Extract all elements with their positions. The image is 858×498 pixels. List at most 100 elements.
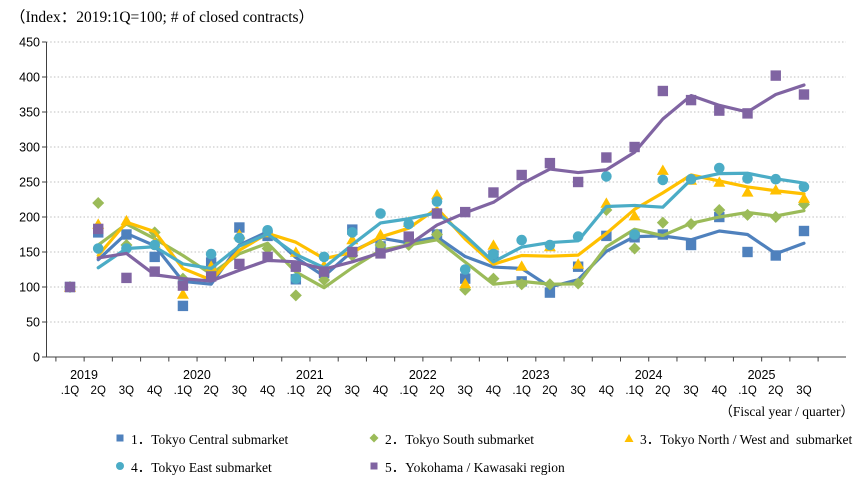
data-point-series-5 [93,223,104,235]
data-point-series-3 [656,164,669,175]
data-point-series-2 [487,272,500,285]
data-point-series-5 [657,85,669,97]
data-point-series-5 [403,231,414,242]
data-point-series-4 [488,248,499,260]
data-point-series-2 [543,278,556,291]
data-point-series-3 [176,288,189,299]
x-quarter-label: .1Q [625,385,644,397]
trend-line-series-4 [96,171,806,271]
data-point-series-3 [713,176,726,187]
y-tick-label: 150 [19,246,40,260]
data-point-series-5 [262,251,273,263]
data-point-series-1 [685,239,697,251]
data-point-series-1 [798,225,810,237]
y-tick-label: 400 [19,71,40,85]
data-point-series-5 [347,246,358,258]
x-year-label: 2019 [70,368,98,382]
x-quarter-label: .1Q [399,385,418,397]
data-point-series-5 [121,272,132,284]
data-point-series-4 [798,181,810,193]
x-quarter-label: 3Q [345,385,360,397]
data-point-series-2 [572,277,585,290]
data-point-series-5 [290,261,302,272]
legend-item-tokyo-east: 4．Tokyo East submarket [114,458,272,475]
legend-marker-triangle-icon [624,434,634,442]
x-quarter-label: 4Q [486,385,501,397]
index-chart: 0 50 100 150 200 250 300 350 400 450 2019 .1Q 2Q 3Q 4Q… [19,36,846,397]
data-point-series-2 [741,208,754,221]
data-point-series-3 [769,184,782,195]
data-point-series-4 [742,173,753,184]
legend-label: 2．Tokyo South submarket [385,432,535,447]
x-quarter-label: 4Q [373,385,388,397]
x-quarter-label: 4Q [712,385,727,397]
x-quarter-label: 3Q [119,385,134,397]
legend-marker-square-icon [116,434,124,442]
x-quarter-label: 4Q [147,385,162,397]
data-point-series-2 [628,242,641,255]
legend-marker-square-icon [370,462,378,470]
x-quarter-label: 3Q [796,385,811,397]
x-year-label: 2023 [522,368,550,382]
data-point-series-3 [430,189,443,200]
data-point-series-2 [515,278,528,291]
data-point-series-5 [488,187,499,198]
x-axis-caption: （Fiscal year / quarter） [719,404,854,419]
y-tick-label: 50 [26,316,40,330]
x-quarter-label: 2Q [316,385,331,397]
data-point-series-3 [628,210,641,221]
y-tick-label: 300 [19,141,40,155]
data-point-series-5 [572,176,584,188]
x-quarter-label: 2Q [429,385,444,397]
data-point-series-1 [601,230,612,242]
legend-label: 4．Tokyo East submarket [131,460,272,475]
data-point-series-4 [770,173,782,185]
data-point-series-1 [149,251,160,263]
data-point-series-4 [403,218,415,230]
x-quarter-label: .1Q [512,385,531,397]
data-point-series-3 [515,260,528,271]
data-point-series-4 [544,239,556,251]
data-point-series-1 [544,287,556,298]
legend-marker-diamond-icon [369,433,379,443]
data-point-series-1 [742,246,753,258]
legend-item-tokyo-south: 2．Tokyo South submarket [368,430,535,447]
data-point-series-5 [798,89,810,100]
data-point-series-4 [629,229,640,240]
data-point-series-4 [262,225,273,236]
x-quarter-label: 3Q [683,385,698,397]
legend-item-yokohama-kawasaki: 5．Yokohama / Kawasaki region [368,458,565,475]
trend-line-series-3 [96,173,806,282]
data-point-series-2 [261,242,274,255]
data-point-series-4 [431,196,443,207]
data-point-series-2 [92,197,105,209]
y-tick-label: 200 [19,211,40,225]
data-point-series-2 [769,211,782,223]
data-point-series-3 [741,186,754,197]
data-point-series-4 [234,232,245,244]
x-quarter-label: 3Q [570,385,585,397]
x-quarter-label: 2Q [655,385,670,397]
data-point-series-5 [544,157,556,169]
x-year-label: 2021 [296,368,324,382]
y-tick-label: 0 [33,351,40,365]
data-point-series-4 [290,273,302,284]
data-point-series-5 [629,141,640,153]
data-point-series-5 [714,105,725,116]
data-point-series-1 [121,229,132,240]
data-point-series-2 [713,204,726,216]
data-point-series-3 [459,277,472,289]
data-point-series-1 [770,250,781,261]
data-point-series-5 [318,266,330,277]
data-point-series-3 [487,239,500,250]
data-point-series-2 [374,239,387,251]
x-quarter-label: 4Q [260,385,275,397]
chart-title: （Index：2019:1Q=100; # of closed contract… [10,9,315,26]
data-point-series-3 [797,192,810,203]
y-tick-label: 100 [19,281,40,295]
x-quarter-label: 2Q [768,385,783,397]
data-point-series-4 [92,243,104,254]
x-quarter-label: 2Q [203,385,218,397]
data-point-series-5 [460,206,471,218]
